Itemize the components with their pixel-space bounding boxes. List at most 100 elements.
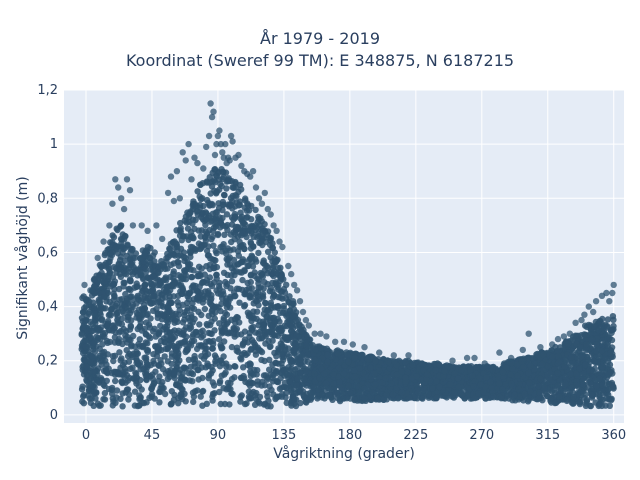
scatter-point [546,376,553,383]
scatter-point [219,344,226,352]
scatter-point [379,379,386,386]
scatter-point [163,333,170,340]
scatter-point [140,274,147,282]
scatter-point [87,399,95,407]
scatter-point [587,402,594,410]
scatter-point [139,343,146,350]
scatter-point [107,255,114,262]
scatter-point [250,315,257,322]
scatter-point [219,360,226,367]
scatter-point [223,282,230,290]
scatter-point [580,375,588,382]
scatter-point [143,346,150,354]
scatter-point [95,314,102,321]
scatter-point [138,386,145,393]
scatter-point [162,275,169,283]
scatter-point [567,354,575,361]
scatter-point [107,250,114,257]
scatter-point [105,245,113,253]
scatter-point [190,198,197,205]
scatter-point [94,400,102,407]
scatter-point [273,394,280,401]
scatter-point [297,356,304,363]
scatter-point [190,235,197,242]
scatter-point [128,317,135,324]
scatter-point [164,254,172,261]
scatter-point [146,394,153,401]
scatter-point [79,309,87,316]
scatter-point [257,269,264,277]
scatter-point [106,269,114,276]
scatter-point [361,385,368,392]
scatter-point [597,395,604,402]
scatter-point [213,173,221,180]
scatter-point [230,289,238,296]
scatter-point [329,396,336,403]
scatter-point [194,188,201,195]
scatter-point [90,339,98,347]
scatter-point [583,341,590,348]
scatter-point [280,356,287,363]
scatter-point [171,333,179,340]
scatter-point [236,299,243,306]
scatter-point [356,388,363,396]
scatter-point [119,379,126,387]
scatter-point [420,387,427,394]
scatter-point [151,258,158,265]
scatter-point [131,388,139,395]
scatter-point [234,261,241,268]
scatter-point [164,308,171,315]
scatter-point [228,343,236,351]
scatter-point [582,332,589,339]
scatter-point [312,378,319,385]
scatter-point [561,363,568,370]
scatter-point [161,339,168,346]
scatter-point [498,395,505,402]
scatter-point [187,324,195,331]
scatter-point [118,261,126,268]
scatter-point [109,281,117,289]
scatter-point [360,370,367,377]
scatter-point [191,356,199,363]
scatter-point [544,362,551,370]
scatter-point [109,353,117,360]
scatter-point [326,391,333,399]
scatter-point [266,288,274,295]
scatter-point [167,339,175,346]
scatter-point [569,336,576,343]
scatter-point [113,387,121,394]
scatter-point [252,206,259,214]
scatter-point [213,271,220,278]
scatter-point [329,361,337,369]
scatter-point [169,310,176,317]
scatter-point [604,316,612,323]
scatter-point [195,360,202,367]
scatter-point [119,403,126,410]
scatter-point [283,389,290,397]
scatter-point [149,286,157,294]
scatter-point [114,304,121,312]
scatter-point [167,261,175,268]
scatter-point [253,258,260,265]
scatter-point [107,306,115,314]
scatter-point [217,400,224,408]
scatter-point [212,248,219,255]
scatter-point [185,356,193,363]
scatter-point [220,269,228,276]
scatter-point [182,348,189,356]
scatter-point [477,381,485,388]
scatter-point [383,391,390,398]
scatter-point [125,396,132,403]
scatter-point [103,361,110,368]
scatter-point [86,298,93,305]
scatter-point [598,382,605,389]
scatter-point [302,398,309,405]
scatter-point [266,383,273,390]
scatter-point [219,175,226,183]
scatter-point [142,265,149,273]
scatter-point [184,225,192,232]
scatter-point [229,390,236,398]
scatter-point [83,363,90,370]
scatter-point [191,203,198,210]
scatter-point [96,352,104,359]
